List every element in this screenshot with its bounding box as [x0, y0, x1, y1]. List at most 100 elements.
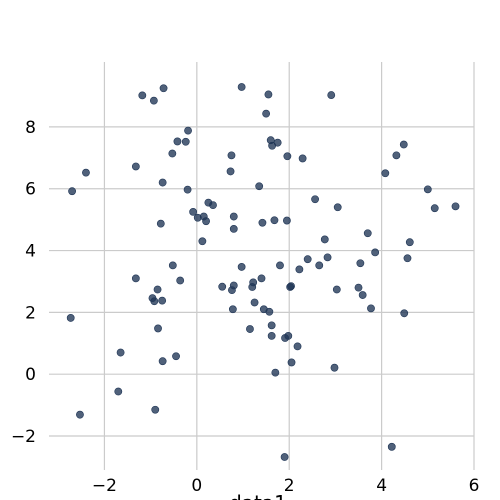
y-tick-label: 8 — [25, 118, 36, 138]
data-point — [423, 185, 432, 194]
data-point — [400, 309, 409, 318]
data-point — [202, 217, 210, 226]
data-point — [284, 331, 293, 340]
data-point — [332, 285, 341, 294]
data-point — [184, 126, 192, 135]
data-point — [176, 276, 185, 285]
data-point — [246, 325, 254, 333]
y-tick-label: 0 — [25, 365, 36, 385]
data-point — [363, 229, 372, 238]
data-point — [149, 96, 158, 105]
data-point — [405, 238, 414, 247]
data-point — [267, 331, 276, 340]
data-point — [227, 151, 236, 160]
data-point — [189, 208, 198, 216]
data-point — [76, 410, 84, 419]
data-point — [330, 363, 339, 372]
data-point — [153, 285, 162, 294]
data-point — [392, 151, 401, 160]
y-tick-label: 6 — [25, 180, 36, 200]
axis-ticks: −2 0 2 4 6 −2 0 2 4 6 8 — [11, 118, 479, 496]
data-point — [154, 324, 162, 333]
data-point — [280, 453, 289, 461]
data-point — [430, 204, 439, 213]
x-tick-label: 6 — [469, 476, 480, 496]
data-point — [320, 235, 329, 244]
data-point — [283, 216, 291, 225]
data-point — [168, 261, 177, 270]
data-point — [131, 162, 140, 171]
data-point — [354, 283, 363, 292]
data-point — [255, 182, 264, 191]
data-point — [158, 296, 167, 305]
data-point — [173, 137, 182, 146]
data-point — [276, 261, 284, 270]
data-point — [262, 109, 271, 118]
data-point — [358, 291, 367, 299]
scatter-points — [66, 83, 460, 461]
data-point — [159, 84, 168, 93]
data-point — [327, 91, 336, 99]
data-point — [82, 168, 90, 177]
data-point — [237, 83, 246, 91]
grid-lines — [49, 62, 475, 470]
data-point — [287, 358, 296, 367]
data-point — [168, 149, 177, 158]
data-point — [68, 187, 76, 196]
data-point — [333, 203, 342, 212]
data-point — [271, 368, 280, 377]
data-point — [399, 140, 408, 149]
data-point — [229, 225, 238, 233]
data-point — [295, 265, 304, 274]
data-point — [371, 248, 380, 257]
data-point — [381, 169, 390, 178]
x-axis-label: data1 — [229, 491, 287, 500]
data-point — [311, 195, 319, 204]
x-tick-label: 2 — [284, 476, 295, 496]
data-point — [114, 387, 123, 396]
data-point — [257, 274, 266, 283]
data-point — [258, 218, 267, 227]
data-point — [150, 297, 159, 306]
data-point — [172, 352, 180, 361]
data-point — [451, 202, 460, 211]
data-point — [283, 152, 292, 161]
y-tick-label: 2 — [25, 303, 36, 323]
y-tick-label: −2 — [11, 427, 36, 447]
data-point — [270, 216, 279, 225]
data-point — [226, 167, 235, 176]
data-point — [138, 91, 147, 100]
data-point — [229, 212, 238, 221]
y-tick-label: 4 — [25, 242, 36, 262]
data-point — [229, 281, 238, 290]
data-point — [403, 254, 412, 263]
data-point — [287, 282, 295, 290]
data-point — [249, 278, 258, 287]
data-point — [264, 90, 273, 99]
data-point — [250, 298, 259, 307]
data-point — [198, 237, 207, 246]
data-point — [267, 321, 276, 330]
data-point — [323, 253, 332, 262]
data-point — [218, 282, 227, 291]
data-point — [209, 201, 217, 210]
data-point — [158, 357, 167, 366]
data-point — [265, 307, 274, 316]
data-point — [315, 261, 324, 270]
data-point — [156, 219, 165, 228]
data-point — [183, 185, 192, 194]
x-tick-label: 4 — [376, 476, 387, 496]
data-point — [387, 442, 396, 451]
data-point — [356, 259, 365, 268]
data-point — [181, 137, 190, 146]
data-point — [293, 342, 302, 351]
data-point — [298, 154, 307, 163]
data-point — [228, 305, 237, 314]
data-point — [151, 405, 160, 414]
data-point — [273, 138, 282, 147]
data-point — [303, 255, 312, 264]
data-point — [116, 348, 125, 357]
data-point — [66, 314, 75, 322]
x-tick-label: −2 — [92, 476, 117, 496]
